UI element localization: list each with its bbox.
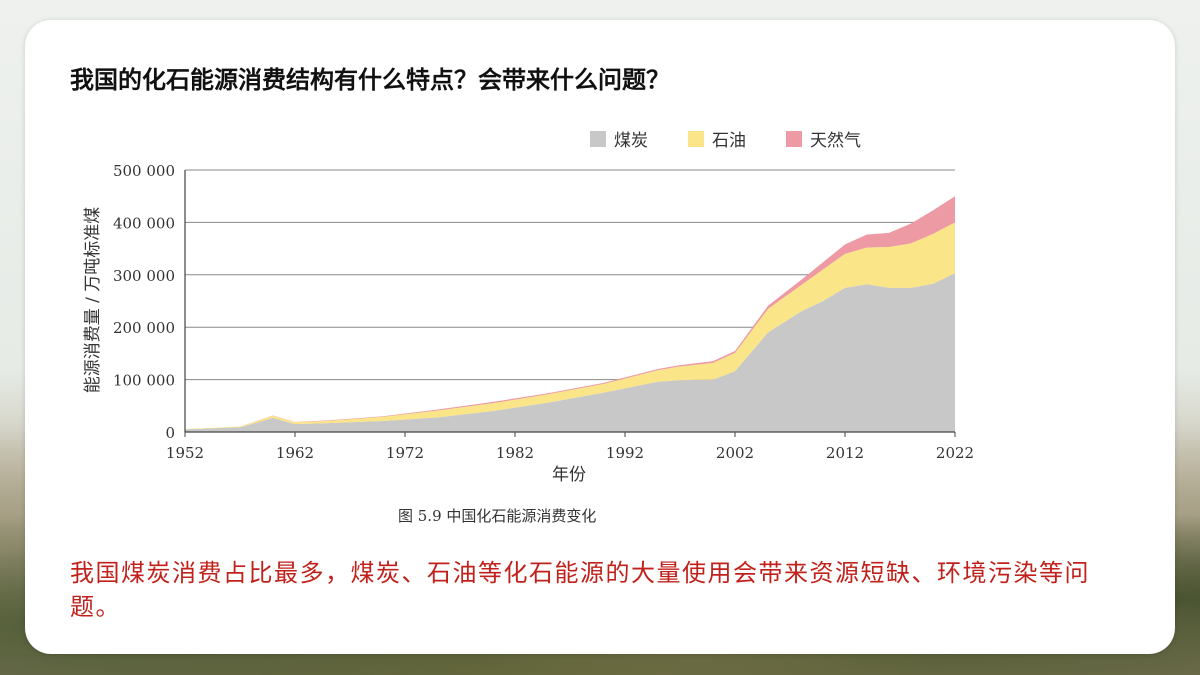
legend-swatch-oil xyxy=(688,130,704,147)
y-tick-label: 500 000 xyxy=(113,162,175,180)
stacked-areas xyxy=(185,196,955,432)
x-tick-label: 2002 xyxy=(716,444,754,462)
legend-label-oil: 石油 xyxy=(712,131,746,151)
legend-swatch-gas xyxy=(786,130,802,147)
legend-label-gas: 天然气 xyxy=(810,131,861,151)
legend-item-oil: 石油 xyxy=(688,126,746,151)
y-axis-title: 能源消费量 / 万吨标准煤 xyxy=(83,207,103,394)
y-tick-label: 400 000 xyxy=(113,214,175,232)
content-card xyxy=(25,20,1175,654)
y-tick-label: 0 xyxy=(165,424,175,442)
x-tick-label: 1952 xyxy=(166,444,204,462)
x-tick-label: 2022 xyxy=(936,444,974,462)
x-tick-label: 1982 xyxy=(496,444,534,462)
x-axis-title: 年份 xyxy=(552,465,586,485)
legend-item-gas: 天然气 xyxy=(786,126,861,151)
question-heading: 我国的化石能源消费结构有什么特点？会带来什么问题？ xyxy=(70,65,670,94)
y-tick-label: 100 000 xyxy=(113,372,175,390)
legend-item-coal: 煤炭 xyxy=(590,126,648,151)
y-tick-label: 300 000 xyxy=(113,267,175,285)
axes: 0 100 000 200 000 300 000 400 000 500 000 1952… xyxy=(113,162,974,462)
x-tick-label: 1962 xyxy=(276,444,314,462)
figure-caption: 图 5.9 中国化石能源消费变化 xyxy=(398,507,597,525)
chart-legend: 煤炭 石油 天然气 xyxy=(590,126,901,151)
x-tick-label: 1972 xyxy=(386,444,424,462)
series-area-1 xyxy=(185,273,955,432)
y-tick-label: 200 000 xyxy=(113,319,175,337)
x-tick-label: 2012 xyxy=(826,444,864,462)
legend-swatch-coal xyxy=(590,130,606,147)
x-tick-label: 1992 xyxy=(606,444,644,462)
legend-label-coal: 煤炭 xyxy=(614,131,648,151)
answer-text: 我国煤炭消费占比最多，煤炭、石油等化石能源的大量使用会带来资源短缺、环境污染等问… xyxy=(70,559,1090,621)
